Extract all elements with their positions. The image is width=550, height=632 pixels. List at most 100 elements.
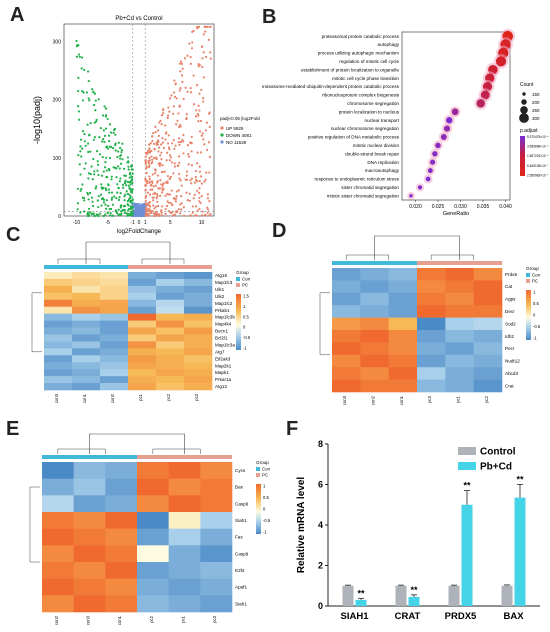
heatmap-cell [184, 306, 213, 314]
volcano-point-up [161, 188, 164, 191]
volcano-point-down [123, 174, 126, 177]
heatmap-cell [44, 383, 73, 391]
volcano-point-down [114, 143, 117, 147]
volcano-point-up [192, 103, 196, 106]
heatmap-scale-label: 0.5 [263, 495, 269, 500]
dotplot-term-label: macroautophagy [365, 168, 400, 173]
heatmap-cell [168, 528, 201, 546]
heatmap-cell [417, 342, 446, 356]
heatmap-cell [44, 292, 73, 301]
volcano-point-up [159, 163, 162, 166]
heatmap-cell [156, 327, 185, 335]
volcano-point-up [153, 156, 156, 160]
heatmap-scale-label: 1 [243, 304, 246, 309]
heatmap-cell [42, 478, 74, 496]
heatmap-cell [137, 545, 169, 563]
volcano-point-down [110, 175, 113, 178]
volcano-point-down [110, 178, 113, 181]
volcano-point-up [208, 112, 211, 115]
volcano-point-down [97, 213, 100, 216]
volcano-point-down [88, 133, 91, 136]
heatmap-cell [417, 280, 446, 294]
heatmap-cell [156, 285, 185, 294]
volcano-point-up [144, 199, 147, 202]
dotplot-count-marker [520, 106, 528, 114]
volcano-point-up [197, 120, 200, 123]
heatmap-cell [44, 369, 73, 377]
volcano-point-up [148, 175, 151, 178]
bar-category-label: PRDX5 [445, 611, 477, 622]
volcano-point-up [161, 141, 165, 144]
panel-label-e: E [6, 418, 20, 440]
heatmap-cell [360, 330, 389, 343]
heatmap-cell [44, 320, 73, 328]
dotplot-x-tick: 0.025 [432, 204, 445, 210]
volcano-point-up [190, 150, 193, 153]
volcano-point-down [79, 138, 83, 141]
bar-control [395, 585, 407, 606]
volcano-point-up [189, 141, 192, 144]
volcano-point-down [82, 91, 85, 94]
heatmap-cell [137, 478, 169, 496]
volcano-point-down [128, 176, 131, 179]
heatmap-cell [44, 313, 73, 321]
heatmap-scale-label: -0.5 [243, 335, 251, 340]
volcano-point-no [134, 204, 137, 207]
volcano-point-down [127, 165, 130, 168]
volcano-point-down [104, 114, 108, 117]
mrna-bar-chart: 0 2 4 6 8 Relative mRNA level ** SIAH1 ** CRAT ** P… [296, 439, 540, 622]
dotplot-term-label: nuclear chromosome segregation [331, 126, 400, 131]
volcano-point-up [163, 170, 166, 173]
heatmap-cell [44, 327, 73, 335]
volcano-point-up [155, 143, 158, 146]
volcano-point-up [155, 197, 158, 200]
volcano-point-down [116, 183, 119, 186]
heatmap-col-label: con3 [342, 395, 347, 405]
dotplot-point [446, 117, 453, 124]
volcano-point-up [197, 65, 200, 68]
volcano-point-up [160, 123, 163, 126]
volcano-x-tick: 0 [138, 220, 141, 226]
heatmap-cell [72, 383, 101, 391]
volcano-point-down [100, 186, 103, 189]
volcano-point-up [148, 177, 151, 181]
bar-control [342, 585, 354, 606]
bar-significance: ** [410, 585, 418, 595]
bar-legend-marker [458, 447, 476, 455]
row-dendrogram [29, 486, 40, 563]
volcano-point-up [208, 125, 211, 129]
volcano-point-down [123, 204, 127, 208]
heatmap-cell [73, 578, 106, 596]
volcano-point-up [166, 116, 169, 120]
dotplot-point [495, 56, 507, 67]
dotplot-term-label: double-strand break repair [345, 151, 399, 156]
volcano-point-up [145, 171, 148, 175]
volcano-point-up [144, 178, 147, 181]
dotplot-color-label: 6.465138×10⁻⁷ [527, 164, 549, 168]
volcano-point-up [162, 108, 165, 111]
volcano-point-up [203, 213, 206, 216]
volcano-point-up [145, 166, 148, 170]
volcano-point-up [194, 178, 198, 182]
heatmap-cell [168, 578, 201, 596]
volcano-point-down [114, 149, 117, 152]
volcano-point-down [99, 212, 102, 215]
heatmap-cell [100, 299, 129, 308]
volcano-point-up [201, 45, 204, 48]
heatmap-row-label: Ulk1 [215, 287, 225, 292]
volcano-point-up [178, 125, 181, 129]
heatmap-cell [168, 562, 201, 579]
heatmap-legend-label: Con [532, 273, 541, 278]
volcano-point-down [83, 167, 86, 170]
volcano-point-up [185, 118, 188, 121]
volcano-point-up [151, 158, 154, 161]
heatmap-cell [100, 272, 129, 280]
volcano-point-down [81, 196, 84, 199]
volcano-point-down [115, 167, 118, 170]
volcano-point-up [191, 41, 194, 44]
volcano-point-down [105, 207, 108, 210]
volcano-point-down [117, 165, 120, 168]
heatmap-cell [200, 478, 233, 496]
heatmap-cell [168, 478, 201, 496]
volcano-point-down [81, 56, 84, 59]
